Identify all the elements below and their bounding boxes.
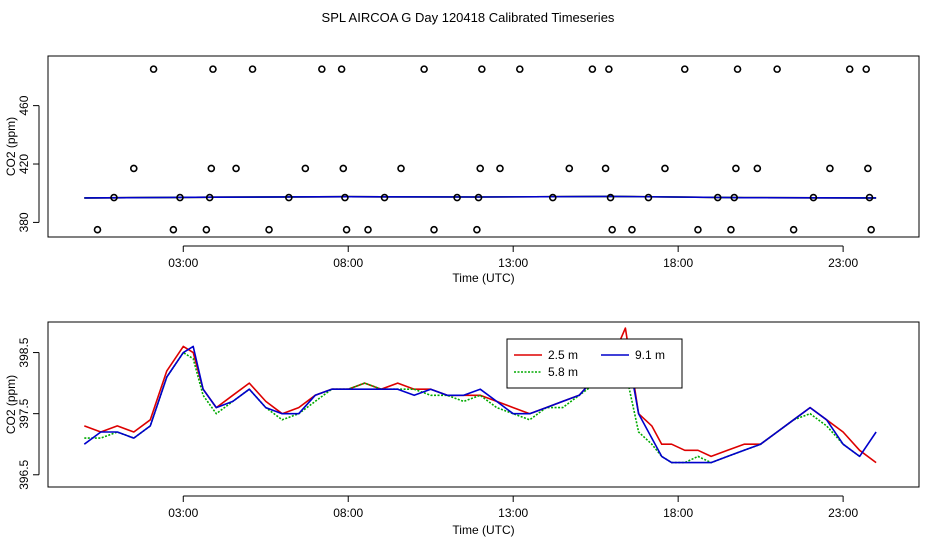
scatter-point (478, 65, 486, 73)
scatter-point (727, 225, 735, 234)
scatter-point (865, 193, 874, 202)
y-tick-label: 420 (17, 154, 31, 174)
scatter-point (265, 225, 273, 234)
y-tick-label: 460 (17, 95, 31, 115)
x-tick-label: 03:00 (168, 506, 198, 520)
legend: 2.5 m 5.8 m 9.1 m (506, 338, 683, 389)
series-line-9-1-m (83, 339, 877, 464)
x-tick-label: 23:00 (828, 506, 858, 520)
scatter-point (733, 65, 742, 73)
scatter-point (789, 225, 798, 234)
legend-label: 2.5 m (548, 348, 578, 362)
scatter-point (207, 164, 216, 173)
legend-label: 5.8 m (548, 365, 578, 379)
scatter-point (565, 164, 574, 173)
legend-label: 9.1 m (635, 348, 665, 362)
scatter-point (149, 65, 158, 73)
scatter-point (773, 65, 781, 73)
scatter-point (420, 65, 428, 73)
scatter-point (515, 65, 524, 73)
scatter-point (628, 225, 636, 234)
x-tick-label: 08:00 (333, 256, 363, 270)
scatter-point (473, 225, 481, 234)
scatter-point (364, 225, 372, 234)
scatter-point (380, 193, 389, 202)
scatter-point (341, 193, 349, 202)
scatter-point (430, 225, 438, 234)
scatter-point (176, 193, 184, 202)
scatter-point (713, 193, 722, 202)
scatter-point (862, 65, 871, 73)
plot-area (84, 65, 877, 234)
scatter-point (476, 164, 485, 173)
scatter-point (339, 164, 348, 173)
scatter-point (826, 164, 834, 173)
x-tick-label: 08:00 (333, 506, 363, 520)
plot-area (83, 327, 877, 464)
scatter-point (285, 193, 293, 202)
series-line-9-1-m (84, 195, 877, 199)
scatter-point (845, 65, 854, 73)
scatter-point (474, 193, 483, 202)
plot-frame (47, 55, 920, 238)
scatter-point (588, 65, 597, 73)
scatter-point (110, 193, 118, 202)
series-line-2-5-m (84, 327, 877, 464)
scatter-point (209, 65, 217, 73)
scatter-point (601, 164, 610, 173)
scatter-point (694, 225, 702, 234)
y-tick-label: 397.5 (17, 398, 31, 428)
scatter-point (205, 193, 214, 202)
scatter-point (548, 193, 557, 202)
scatter-point (605, 65, 613, 73)
y-tick-label: 380 (17, 212, 31, 232)
scatter-point (732, 164, 740, 173)
scatter-point (809, 193, 818, 202)
x-tick-label: 03:00 (168, 256, 198, 270)
x-tick-label: 13:00 (498, 506, 528, 520)
x-tick-label: 23:00 (828, 256, 858, 270)
y-tick-label: 398.5 (17, 337, 31, 367)
y-axis-label: CO2 (ppm) (4, 375, 18, 434)
scatter-point (680, 65, 689, 73)
y-axis-label: CO2 (ppm) (4, 117, 18, 176)
scatter-point (342, 225, 351, 234)
plot-frame (47, 321, 920, 488)
x-tick-label: 13:00 (498, 256, 528, 270)
x-tick-label: 18:00 (663, 256, 693, 270)
scatter-point (337, 65, 346, 73)
scatter-point (93, 225, 102, 234)
scatter-point (301, 164, 310, 173)
scatter-point (730, 193, 739, 202)
scatter-point (608, 225, 616, 234)
scatter-point (248, 65, 257, 73)
scatter-point (864, 164, 872, 173)
scatter-point (753, 164, 762, 173)
scatter-point (202, 225, 211, 234)
scatter-point (169, 225, 178, 234)
panel-timeseries: 03:00 08:00 13:00 18:00 23:00 Time (UTC) 396.5… (4, 321, 920, 537)
scatter-point (129, 164, 138, 173)
scatter-point (453, 193, 461, 202)
chart-title: SPL AIRCOA G Day 120418 Calibrated Times… (322, 10, 615, 25)
scatter-point (867, 225, 875, 234)
x-axis-label: Time (UTC) (452, 271, 514, 285)
series-line-5-8-m (84, 351, 861, 464)
scatter-point (397, 164, 405, 173)
scatter-point (496, 164, 504, 173)
scatter-point (644, 193, 653, 202)
panel-scatter: 03:00 08:00 13:00 18:00 23:00 Time (UTC) 380 42… (4, 55, 920, 285)
scatter-point (661, 164, 669, 173)
x-axis-label: Time (UTC) (452, 523, 514, 537)
x-tick-label: 18:00 (663, 506, 693, 520)
scatter-point (232, 164, 240, 173)
scatter-point (606, 193, 615, 202)
scatter-point (318, 65, 326, 73)
y-tick-label: 396.5 (17, 459, 31, 489)
legend-box (506, 338, 683, 389)
